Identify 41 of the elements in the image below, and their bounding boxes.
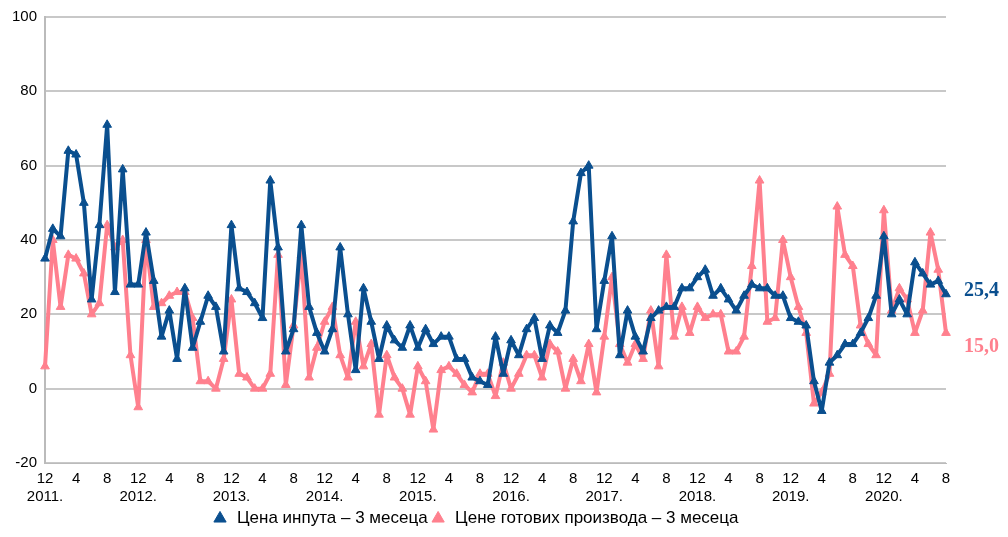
x-tick-label: 8 xyxy=(289,469,298,487)
x-tick-label: 4 xyxy=(817,469,826,487)
x-tick-label: 12 2019. xyxy=(771,469,810,505)
y-tick-label: 0 xyxy=(28,378,38,396)
x-tick-label: 4 xyxy=(537,469,547,487)
x-tick-label: 12 2013. xyxy=(212,469,251,505)
x-tick-label: 8 xyxy=(848,469,857,487)
x-tick-label: 4 xyxy=(165,469,174,487)
x-tick-label: 8 xyxy=(102,469,112,487)
y-tick-label: 60 xyxy=(20,155,38,173)
x-tick-label: 8 xyxy=(382,469,391,487)
y-tick-label: 20 xyxy=(20,304,38,322)
legend-label: Цена инпута – 3 месеца xyxy=(237,508,429,528)
x-tick-label: 8 xyxy=(196,469,205,487)
x-tick-label: 8 xyxy=(755,469,764,487)
x-tick-label: 8 xyxy=(941,469,951,487)
x-tick-label: 12 2017. xyxy=(585,469,624,505)
y-tick-label: -20 xyxy=(15,453,38,471)
x-tick-label: 12 2018. xyxy=(678,469,717,505)
legend-label: Цене готових производа – 3 месеца xyxy=(455,508,740,528)
y-tick-label: 40 xyxy=(20,230,38,248)
x-tick-label: 12 2015. xyxy=(399,469,437,505)
y-tick-label: 100 xyxy=(12,7,38,25)
x-tick-label: 4 xyxy=(631,469,640,487)
x-tick-label: 8 xyxy=(569,469,578,487)
x-tick-label: 4 xyxy=(258,469,267,487)
data-label: 15,0 xyxy=(964,334,999,357)
x-tick-label: 8 xyxy=(662,469,671,487)
y-tick-label: 80 xyxy=(20,81,38,99)
x-tick-label: 12 2020. xyxy=(865,469,903,505)
data-label: 25,4 xyxy=(964,278,999,301)
x-tick-label: 4 xyxy=(910,469,920,487)
x-tick-label: 8 xyxy=(475,469,485,487)
x-tick-label: 12 2012. xyxy=(119,469,157,505)
x-tick-label: 4 xyxy=(351,469,360,487)
x-tick-label: 4 xyxy=(71,469,81,487)
x-tick-label: 12 2016. xyxy=(492,469,530,505)
x-tick-label: 4 xyxy=(444,469,454,487)
x-tick-label: 12 2011. xyxy=(26,469,64,505)
x-tick-label: 4 xyxy=(724,469,733,487)
x-tick-label: 12 2014. xyxy=(305,469,344,505)
